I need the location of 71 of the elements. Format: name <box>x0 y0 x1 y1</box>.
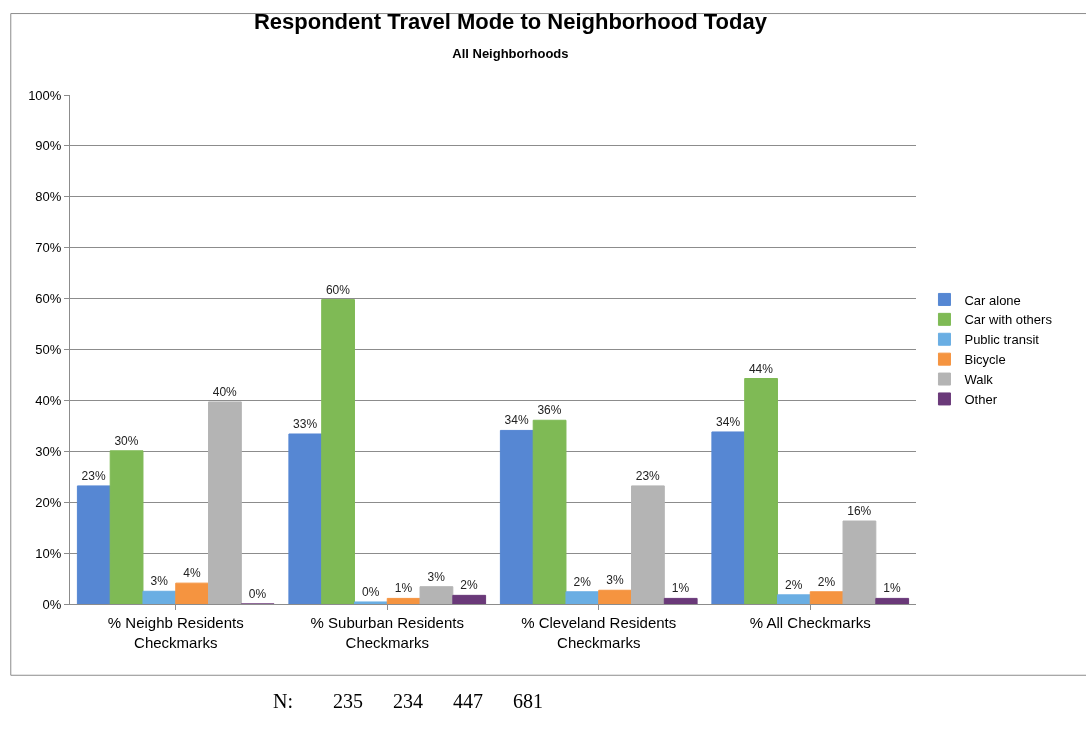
data-label: 3% <box>606 573 624 588</box>
bar <box>353 601 388 604</box>
bar <box>663 597 698 604</box>
bar <box>142 590 177 604</box>
legend-label: Walk <box>964 372 994 388</box>
bar <box>631 485 665 604</box>
data-label: 30% <box>114 433 139 448</box>
y-tick-label: 90% <box>35 138 62 154</box>
data-label: 0% <box>248 587 267 601</box>
data-label: 44% <box>748 361 774 376</box>
data-label: 1% <box>394 581 413 596</box>
data-label: 23% <box>635 468 661 483</box>
legend-label: Public transit <box>964 332 1040 348</box>
legend-label: Car with others <box>964 312 1053 328</box>
bar <box>321 299 355 604</box>
y-tick-label: 60% <box>35 291 62 307</box>
bar <box>842 520 877 604</box>
bar <box>565 591 600 604</box>
bar <box>76 485 111 604</box>
x-tick-label: % Neighb Residents Checkmarks <box>107 614 244 651</box>
x-tick-label: % Cleveland Residents Checkmarks <box>521 614 677 651</box>
bar <box>109 450 144 604</box>
data-label: 1% <box>671 581 690 596</box>
data-label: 2% <box>817 574 836 589</box>
data-label: 2% <box>573 574 592 589</box>
legend-label: Other <box>964 392 998 408</box>
data-label: 2% <box>460 578 479 593</box>
bar <box>175 582 210 604</box>
chart-subtitle: All Neighborhoods <box>452 45 569 61</box>
bar <box>499 429 534 604</box>
bar <box>288 433 323 604</box>
bar <box>532 419 567 604</box>
data-label: 60% <box>325 282 351 297</box>
y-tick-label: 0% <box>42 596 62 612</box>
legend-label: Car alone <box>964 292 1021 308</box>
data-label: 34% <box>716 414 741 429</box>
data-label: 16% <box>847 504 872 519</box>
y-tick-label: 80% <box>35 189 62 205</box>
data-label: 23% <box>81 468 106 483</box>
y-tick-label: 40% <box>35 392 62 408</box>
y-tick-label: 100% <box>28 87 62 103</box>
data-label: 1% <box>883 581 902 596</box>
bar <box>598 589 633 604</box>
data-label: 33% <box>293 416 318 431</box>
bar <box>452 594 487 604</box>
y-tick-label: 70% <box>35 240 62 256</box>
bar <box>419 586 454 604</box>
data-label: 36% <box>537 403 562 418</box>
bar <box>875 597 910 604</box>
bar <box>208 401 242 604</box>
bar <box>386 597 421 604</box>
data-label: 3% <box>150 574 169 589</box>
legend-label: Bicycle <box>964 352 1006 368</box>
bar <box>776 594 811 604</box>
bar <box>809 591 844 604</box>
bar <box>744 378 778 604</box>
y-tick-label: 50% <box>35 342 62 358</box>
data-label: 3% <box>427 569 446 584</box>
data-label: 40% <box>212 384 238 399</box>
data-label: 0% <box>362 584 380 599</box>
x-tick-label: % Suburban Residents Checkmarks <box>310 614 464 651</box>
data-label: 4% <box>183 566 201 581</box>
y-tick-label: 30% <box>35 443 62 459</box>
y-tick-label: 10% <box>35 545 62 561</box>
y-tick-label: 20% <box>35 494 62 510</box>
x-tick-label: % All Checkmarks <box>749 614 871 631</box>
data-label: 34% <box>504 413 529 428</box>
text: N: 235 234 447 681 <box>273 690 543 712</box>
bar <box>711 431 746 604</box>
data-label: 2% <box>785 577 803 592</box>
chart-title: Respondent Travel Mode to Neighborhood Today <box>253 9 768 35</box>
